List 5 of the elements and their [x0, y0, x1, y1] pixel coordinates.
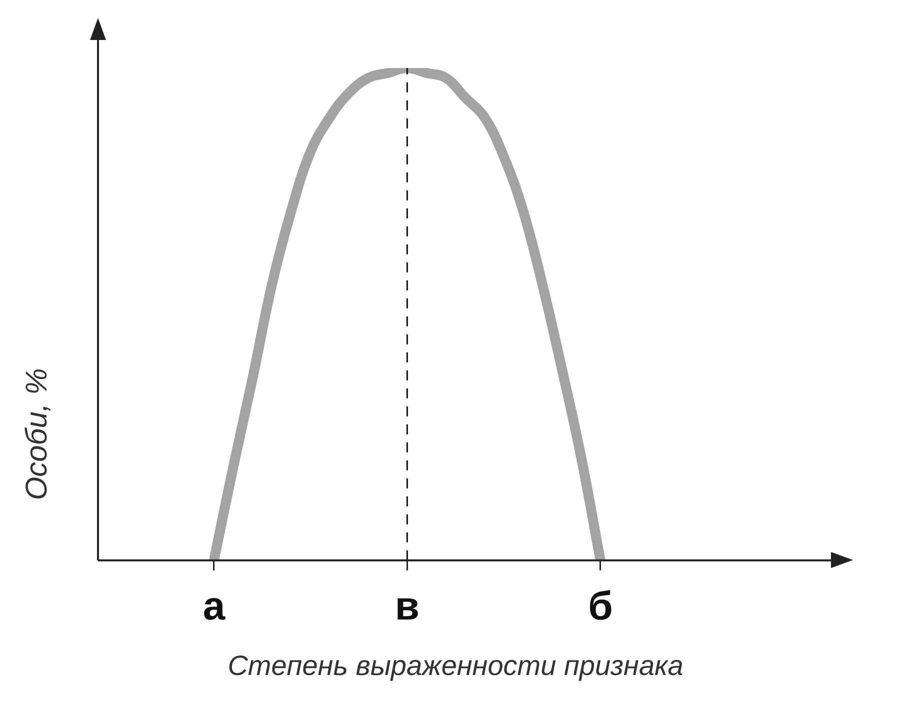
- x-axis-title: Степень выраженности признака: [228, 650, 684, 681]
- x-tick-label: в: [394, 584, 420, 628]
- y-axis-title: Особи, %: [20, 368, 54, 500]
- x-tick-label: а: [202, 584, 226, 628]
- x-tick-label: б: [588, 584, 613, 628]
